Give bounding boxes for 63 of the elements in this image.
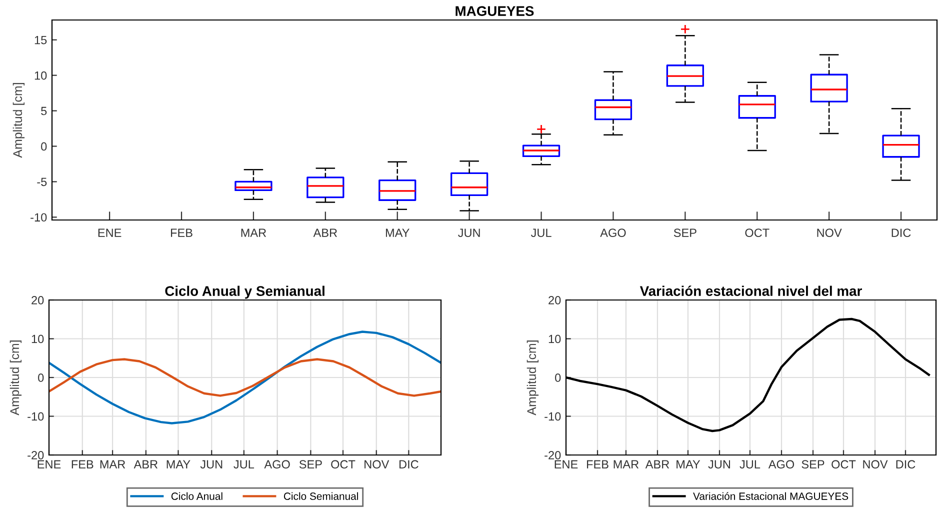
x-tick-label: MAR xyxy=(100,460,126,468)
x-tick-label: JUL xyxy=(234,460,254,469)
x-tick-label: ENE xyxy=(98,228,122,237)
x-tick-label: ABR xyxy=(313,228,338,237)
y-axis-title: Amplitud [cm] xyxy=(526,340,539,416)
y-tick-label: 20 xyxy=(32,296,44,304)
x-tick-label: MAR xyxy=(614,460,639,468)
x-tick-label: SEP xyxy=(802,460,824,469)
y-tick-label: -10 xyxy=(28,412,44,421)
legend-label: Variación Estacional MAGUEYES xyxy=(693,492,848,500)
chart-title: Ciclo Anual y Semianual xyxy=(165,286,324,299)
x-tick-label: MAY xyxy=(166,460,190,468)
y-tick-label: 15 xyxy=(34,36,47,44)
line-series xyxy=(49,358,441,397)
x-tick-label: JUN xyxy=(458,228,480,238)
x-tick-label: MAY xyxy=(386,228,410,237)
x-tick-label: SEP xyxy=(299,460,322,469)
x-tick-label: DIC xyxy=(896,460,916,469)
x-tick-label: AGO xyxy=(264,460,290,469)
x-tick-label: AGO xyxy=(600,228,626,238)
y-axis-title: Amplitud [cm] xyxy=(10,340,22,416)
chart-title: MAGUEYES xyxy=(456,6,534,16)
y-tick-label: 10 xyxy=(32,334,44,344)
legend-label: Ciclo Semianual xyxy=(284,492,358,500)
x-tick-label: DIC xyxy=(399,460,418,469)
y-tick-label: 0 xyxy=(555,374,561,382)
x-tick-label: ABR xyxy=(645,460,670,468)
x-tick-label: OCT xyxy=(745,228,770,238)
x-tick-label: MAR xyxy=(241,228,266,237)
y-tick-label: 5 xyxy=(41,106,47,116)
x-tick-label: ENE xyxy=(554,460,578,468)
x-tick-label: FEB xyxy=(587,460,608,468)
x-tick-label: DIC xyxy=(892,228,911,238)
x-tick-label: JUL xyxy=(530,228,552,238)
y-axis-title: Amplitud [cm] xyxy=(12,83,25,158)
x-tick-label: SEP xyxy=(674,228,696,238)
y-tick-label: 0 xyxy=(41,142,47,151)
y-tick-label: -10 xyxy=(30,213,47,222)
x-tick-label: JUN xyxy=(708,460,730,469)
x-tick-label: NOV xyxy=(817,228,842,238)
legend-label: Ciclo Anual xyxy=(171,492,222,500)
y-tick-label: 10 xyxy=(548,334,561,344)
y-tick-label: 20 xyxy=(548,296,561,304)
y-tick-label: -20 xyxy=(28,451,44,460)
y-tick-label: 0 xyxy=(38,374,44,382)
x-tick-label: AGO xyxy=(768,460,794,469)
y-tick-label: -5 xyxy=(37,178,47,186)
x-tick-label: JUL xyxy=(740,460,760,469)
x-tick-label: NOV xyxy=(863,460,888,469)
x-tick-label: ABR xyxy=(134,460,158,468)
x-tick-label: FEB xyxy=(171,228,192,237)
y-tick-label: 10 xyxy=(34,71,47,80)
x-tick-label: OCT xyxy=(832,460,856,469)
y-tick-label: -10 xyxy=(544,412,561,421)
x-tick-label: MAY xyxy=(676,460,700,468)
x-tick-label: ENE xyxy=(38,460,61,468)
x-tick-label: OCT xyxy=(331,460,356,469)
x-tick-label: NOV xyxy=(364,460,390,469)
x-tick-label: FEB xyxy=(72,460,94,468)
y-tick-label: -20 xyxy=(544,451,561,460)
x-tick-label: JUN xyxy=(200,460,222,469)
line-series xyxy=(49,330,441,424)
chart-title: Variación estacional nivel del mar xyxy=(640,286,862,296)
